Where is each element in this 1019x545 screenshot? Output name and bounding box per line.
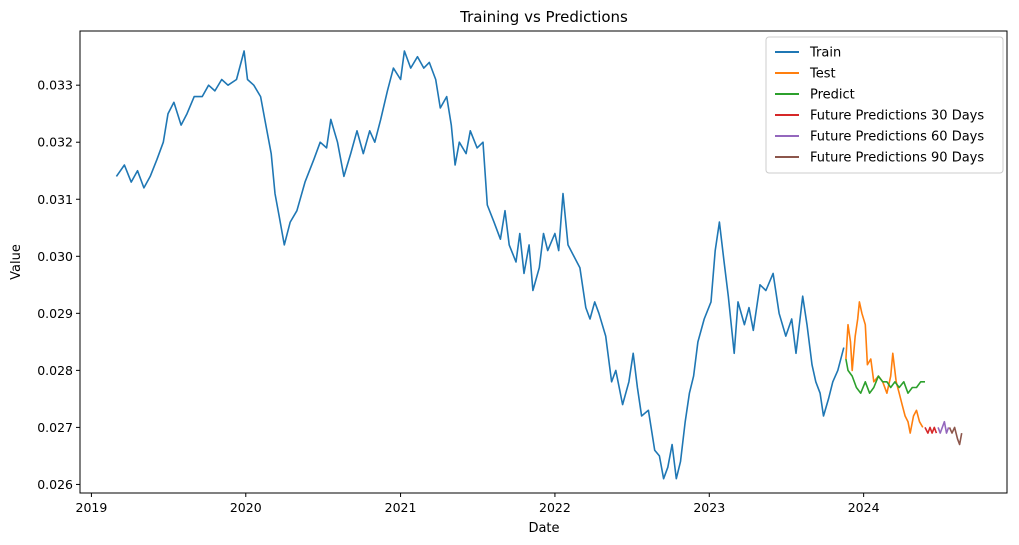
legend-box bbox=[765, 36, 1004, 174]
y-tick-label: 0.029 bbox=[37, 306, 73, 321]
y-tick-label: 0.032 bbox=[37, 135, 73, 150]
x-tick-label: 2021 bbox=[385, 500, 417, 515]
x-axis-label: Date bbox=[528, 521, 559, 536]
series-line-0 bbox=[115, 50, 845, 480]
y-axis-label: Value bbox=[9, 244, 24, 280]
legend: Train Test Predict Future Predictions 30 Da… bbox=[765, 36, 1004, 174]
y-tick-label: 0.028 bbox=[37, 363, 73, 378]
legend-label-3: Future Predictions 30 Days bbox=[810, 109, 984, 124]
legend-label-0: Train bbox=[809, 46, 841, 61]
x-axis: 2019 2020 2021 2022 2023 2024 bbox=[76, 493, 880, 515]
series-line-5 bbox=[948, 426, 963, 446]
y-tick-label: 0.026 bbox=[37, 477, 73, 492]
legend-label-2: Predict bbox=[810, 88, 855, 103]
y-axis: 0.026 0.027 0.028 0.029 0.030 0.031 0.032 0.033 bbox=[37, 78, 80, 492]
y-tick-label: 0.030 bbox=[37, 249, 73, 264]
legend-label-4: Future Predictions 60 Days bbox=[810, 130, 984, 145]
legend-label-1: Test bbox=[809, 67, 836, 82]
x-tick-label: 2020 bbox=[230, 500, 262, 515]
y-tick-label: 0.033 bbox=[37, 78, 73, 93]
y-tick-label: 0.031 bbox=[37, 192, 73, 207]
x-tick-label: 2022 bbox=[539, 500, 571, 515]
x-tick-label: 2024 bbox=[848, 500, 880, 515]
x-tick-label: 2023 bbox=[693, 500, 725, 515]
series-layer bbox=[115, 50, 963, 480]
series-line-3 bbox=[924, 426, 938, 434]
x-tick-label: 2019 bbox=[76, 500, 108, 515]
series-line-2 bbox=[845, 358, 925, 394]
legend-label-5: Future Predictions 90 Days bbox=[810, 151, 984, 166]
series-line-4 bbox=[937, 420, 950, 434]
chart-title: Training vs Predictions bbox=[459, 8, 628, 26]
y-tick-label: 0.027 bbox=[37, 420, 73, 435]
plot-frame bbox=[79, 30, 1008, 494]
